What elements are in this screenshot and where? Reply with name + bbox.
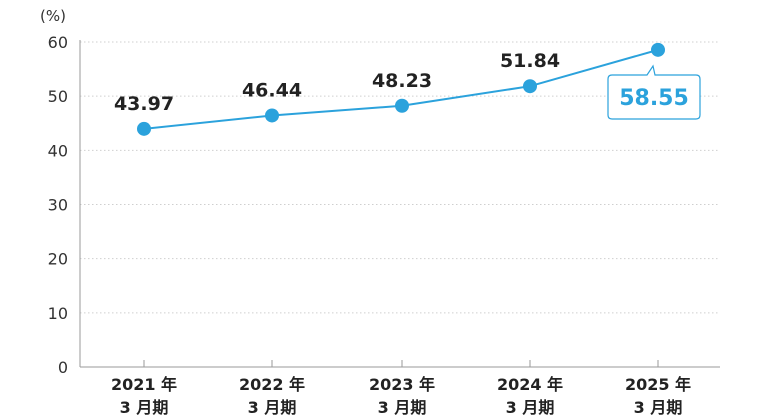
data-point bbox=[651, 42, 665, 57]
x-tick-label-period: 3 月期 bbox=[120, 398, 169, 417]
data-point bbox=[137, 121, 151, 136]
data-point bbox=[523, 79, 537, 94]
x-tick-label-period: 3 月期 bbox=[634, 398, 683, 417]
axes bbox=[79, 40, 720, 368]
y-tick-label: 30 bbox=[48, 196, 68, 215]
x-tick-label-period: 3 月期 bbox=[506, 398, 555, 417]
x-tick-label-period: 3 月期 bbox=[248, 398, 297, 417]
highlight-data-label: 58.55 bbox=[619, 86, 689, 111]
y-tick-label: 60 bbox=[48, 33, 68, 52]
data-label: 48.23 bbox=[372, 70, 432, 92]
x-tick-label-year: 2022 年 bbox=[239, 375, 305, 394]
data-label: 46.44 bbox=[242, 79, 302, 101]
highlight-callout-box bbox=[607, 64, 701, 120]
x-axis-labels: 2021 年 3 月期 2022 年 3 月期 2023 年 3 月期 2024 年 3 月期… bbox=[111, 375, 691, 417]
x-tick-label-year: 2024 年 bbox=[497, 375, 563, 394]
data-labels: 43.97 46.44 48.23 51.84 58.55 bbox=[114, 50, 701, 120]
y-tick-label: 50 bbox=[48, 87, 68, 106]
y-axis-ticks: 0 10 20 30 40 50 60 bbox=[48, 33, 68, 377]
data-point bbox=[395, 98, 409, 113]
y-tick-label: 20 bbox=[48, 250, 68, 269]
y-unit-label: (%) bbox=[40, 7, 66, 25]
y-tick-label: 40 bbox=[48, 141, 68, 160]
x-tick-label-period: 3 月期 bbox=[378, 398, 427, 417]
data-label: 51.84 bbox=[500, 50, 560, 72]
data-label: 43.97 bbox=[114, 93, 174, 115]
x-tick-label-year: 2021 年 bbox=[111, 375, 177, 394]
data-point bbox=[265, 108, 279, 123]
data-points bbox=[137, 42, 665, 136]
y-tick-label: 0 bbox=[58, 358, 68, 377]
x-tick-label-year: 2025 年 bbox=[625, 375, 691, 394]
y-tick-label: 10 bbox=[48, 304, 68, 323]
x-tick-label-year: 2023 年 bbox=[369, 375, 435, 394]
